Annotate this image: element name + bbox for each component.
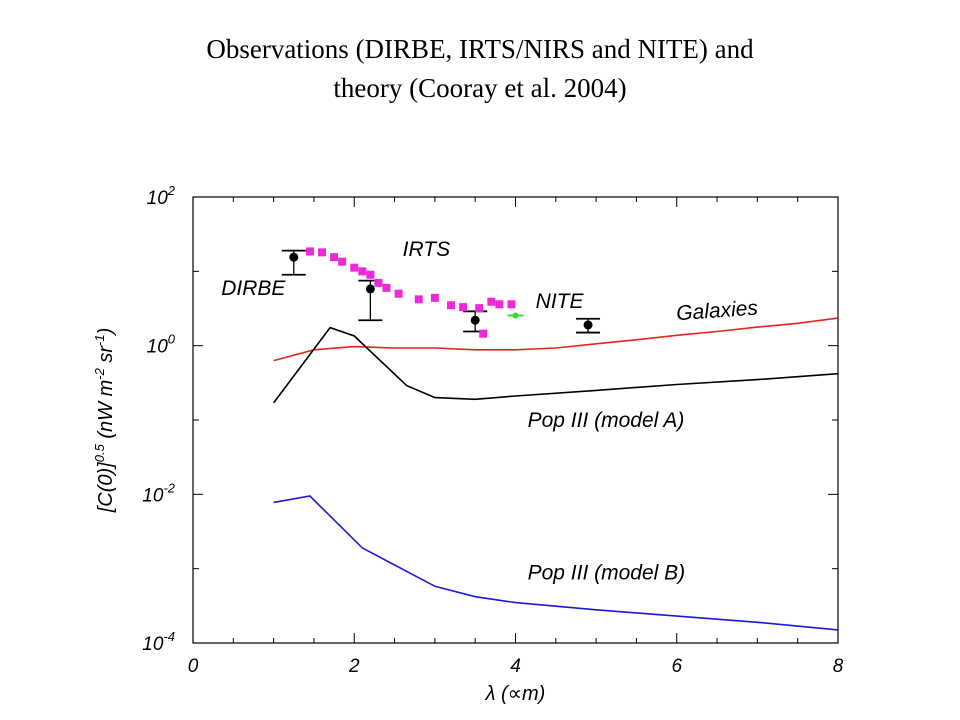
dirbe-point — [289, 252, 299, 262]
y-axis-title: [C(0)]0.5 (nW m-2 sr-1) — [92, 328, 117, 514]
annotation-pop-iii-model-a: Pop III (model A) — [528, 409, 685, 432]
x-tick-label: 6 — [671, 656, 682, 677]
x-tick-label: 8 — [833, 656, 844, 677]
slide-title: Observations (DIRBE, IRTS/NIRS and NITE)… — [0, 30, 960, 108]
irts-point — [374, 278, 383, 287]
slide-title-line-1: Observations (DIRBE, IRTS/NIRS and NITE)… — [206, 34, 754, 64]
nite-point — [512, 312, 519, 319]
irts-point — [366, 270, 375, 279]
irts-point — [479, 329, 488, 338]
series-line-2 — [272, 326, 839, 404]
series-line-1 — [273, 317, 839, 362]
x-tick-label: 4 — [510, 656, 521, 677]
x-axis-title: λ (∝m) — [485, 683, 546, 705]
irts-point — [459, 303, 468, 312]
irts-point — [487, 297, 496, 306]
irts-point — [414, 295, 423, 304]
irts-point — [507, 300, 516, 309]
y-tick-label: 100 — [147, 332, 176, 358]
irts-point — [430, 293, 439, 302]
x-tick-label: 0 — [188, 656, 199, 677]
dirbe-point — [365, 284, 375, 294]
irts-point — [358, 267, 367, 276]
slide-title-line-2: theory (Cooray et al. 2004) — [333, 73, 627, 103]
irts-point — [447, 301, 455, 310]
annotation-pop-iii-model-b: Pop III (model B) — [528, 561, 686, 584]
irts-point — [475, 304, 484, 313]
irts-point — [382, 283, 391, 292]
dirbe-point — [583, 320, 593, 330]
annotation-dirbe: DIRBE — [221, 277, 286, 300]
x-tick-label: 2 — [348, 656, 360, 677]
annotation-irts: IRTS — [403, 238, 450, 261]
irts-point — [338, 257, 347, 266]
annotation-galaxies: Galaxies — [675, 297, 759, 326]
y-tick-label: 10-4 — [142, 629, 175, 655]
dirbe-point — [470, 315, 480, 325]
irts-point — [330, 253, 339, 262]
plot-frame — [192, 196, 839, 644]
irts-point — [350, 263, 359, 272]
series-line-3 — [273, 495, 839, 631]
irts-point — [305, 247, 314, 256]
y-tick-label: 102 — [147, 183, 176, 209]
annotation-nite: NITE — [536, 290, 585, 313]
irts-point — [495, 300, 504, 309]
irts-point — [394, 289, 403, 298]
irts-point — [318, 248, 326, 257]
y-tick-label: 10-2 — [142, 480, 175, 506]
